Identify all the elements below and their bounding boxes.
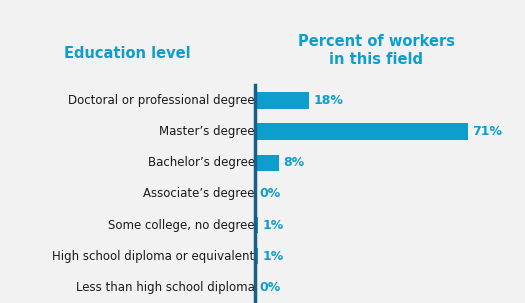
- Text: Bachelor’s degree: Bachelor’s degree: [148, 156, 255, 169]
- Text: 0%: 0%: [259, 281, 280, 294]
- Text: 0%: 0%: [259, 188, 280, 200]
- Bar: [255, 248, 258, 264]
- Bar: [255, 217, 258, 233]
- Text: Education level: Education level: [64, 45, 191, 61]
- Text: Percent of workers
in this field: Percent of workers in this field: [298, 34, 455, 67]
- Text: High school diploma or equivalent: High school diploma or equivalent: [52, 250, 255, 263]
- Text: Some college, no degree: Some college, no degree: [108, 218, 255, 231]
- Text: 71%: 71%: [472, 125, 502, 138]
- Text: Associate’s degree: Associate’s degree: [143, 188, 255, 200]
- Text: Master’s degree: Master’s degree: [159, 125, 255, 138]
- Text: 8%: 8%: [283, 156, 304, 169]
- Text: 18%: 18%: [313, 94, 343, 107]
- Bar: [255, 155, 279, 171]
- Bar: [255, 92, 309, 108]
- Text: 1%: 1%: [262, 250, 284, 263]
- Text: Doctoral or professional degree: Doctoral or professional degree: [68, 94, 255, 107]
- Text: Less than high school diploma: Less than high school diploma: [76, 281, 255, 294]
- Bar: [255, 124, 468, 140]
- Text: 1%: 1%: [262, 218, 284, 231]
